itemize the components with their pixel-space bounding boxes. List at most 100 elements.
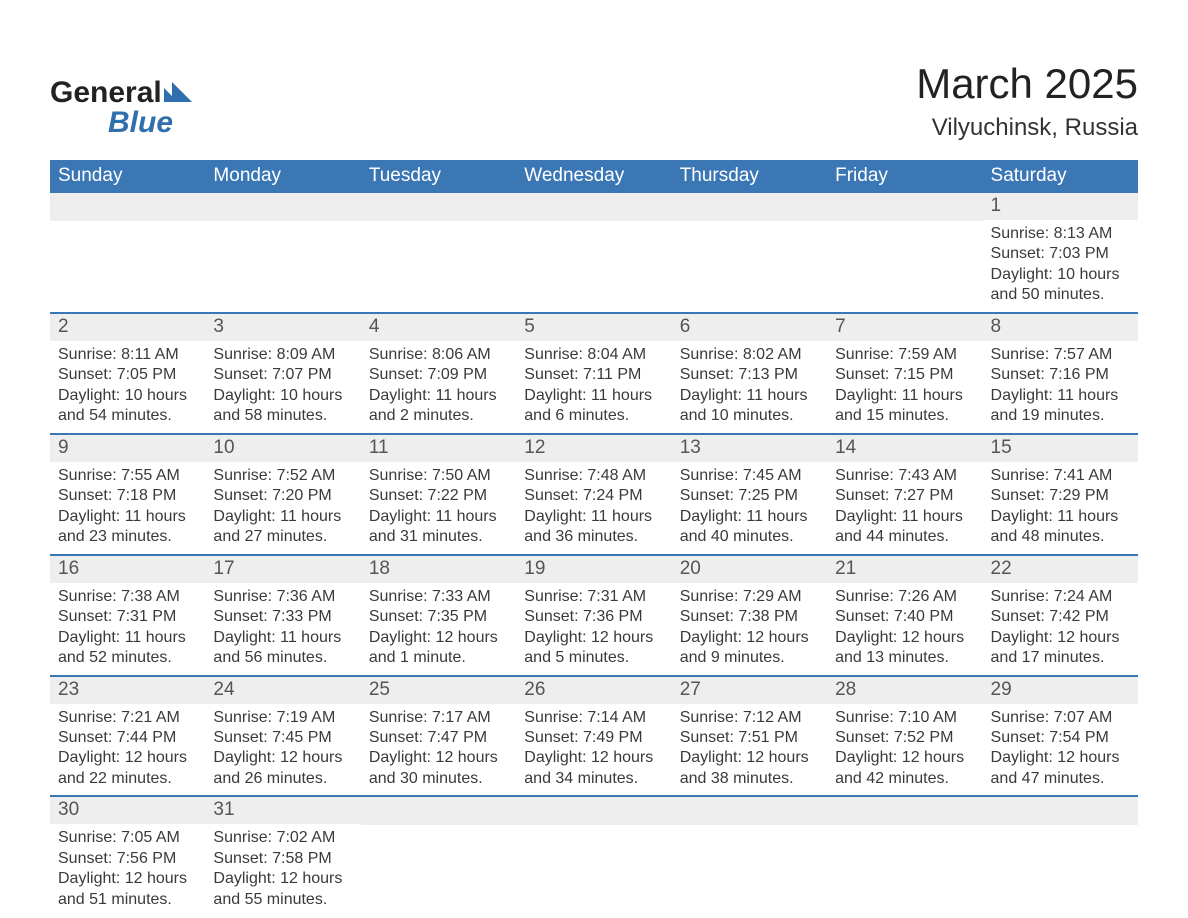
daylight-text: Daylight: 11 hours and 52 minutes. [58, 628, 197, 669]
calendar-table: Sunday Monday Tuesday Wednesday Thursday… [50, 160, 1138, 916]
day-number: 5 [516, 314, 671, 341]
calendar-day-cell: 25Sunrise: 7:17 AMSunset: 7:47 PMDayligh… [361, 676, 516, 797]
sunset-text: Sunset: 7:16 PM [991, 365, 1130, 385]
calendar-day-cell: 1Sunrise: 8:13 AMSunset: 7:03 PMDaylight… [983, 193, 1138, 313]
sunset-text: Sunset: 7:36 PM [524, 607, 663, 627]
daylight-text: Daylight: 10 hours and 54 minutes. [58, 386, 197, 427]
sunrise-text: Sunrise: 7:41 AM [991, 466, 1130, 486]
location: Vilyuchinsk, Russia [916, 114, 1138, 142]
day-details: Sunrise: 7:57 AMSunset: 7:16 PMDaylight:… [983, 341, 1138, 433]
sunrise-text: Sunrise: 8:04 AM [524, 345, 663, 365]
calendar-day-cell: 21Sunrise: 7:26 AMSunset: 7:40 PMDayligh… [827, 555, 982, 676]
calendar-day-cell: 27Sunrise: 7:12 AMSunset: 7:51 PMDayligh… [672, 676, 827, 797]
sunrise-text: Sunrise: 7:48 AM [524, 466, 663, 486]
daylight-text: Daylight: 11 hours and 19 minutes. [991, 386, 1130, 427]
empty-day-header [516, 797, 671, 825]
daylight-text: Daylight: 12 hours and 13 minutes. [835, 628, 974, 669]
sunrise-text: Sunrise: 7:36 AM [213, 587, 352, 607]
day-details: Sunrise: 7:29 AMSunset: 7:38 PMDaylight:… [672, 583, 827, 675]
daylight-text: Daylight: 11 hours and 23 minutes. [58, 507, 197, 548]
sunset-text: Sunset: 7:56 PM [58, 849, 197, 869]
sunrise-text: Sunrise: 7:24 AM [991, 587, 1130, 607]
calendar-day-cell: 30Sunrise: 7:05 AMSunset: 7:56 PMDayligh… [50, 796, 205, 916]
daylight-text: Daylight: 12 hours and 22 minutes. [58, 748, 197, 789]
weekday-header: Thursday [672, 160, 827, 193]
calendar-day-cell: 11Sunrise: 7:50 AMSunset: 7:22 PMDayligh… [361, 434, 516, 555]
sunrise-text: Sunrise: 8:02 AM [680, 345, 819, 365]
sunrise-text: Sunrise: 8:06 AM [369, 345, 508, 365]
calendar-day-cell: 26Sunrise: 7:14 AMSunset: 7:49 PMDayligh… [516, 676, 671, 797]
calendar-empty-cell [361, 193, 516, 313]
day-number: 21 [827, 556, 982, 583]
daylight-text: Daylight: 12 hours and 51 minutes. [58, 869, 197, 910]
sunset-text: Sunset: 7:11 PM [524, 365, 663, 385]
sunrise-text: Sunrise: 7:29 AM [680, 587, 819, 607]
day-number: 26 [516, 677, 671, 704]
daylight-text: Daylight: 11 hours and 31 minutes. [369, 507, 508, 548]
sunset-text: Sunset: 7:27 PM [835, 486, 974, 506]
title-block: March 2025 Vilyuchinsk, Russia [916, 60, 1138, 142]
calendar-week-row: 23Sunrise: 7:21 AMSunset: 7:44 PMDayligh… [50, 676, 1138, 797]
day-number: 12 [516, 435, 671, 462]
day-details: Sunrise: 7:48 AMSunset: 7:24 PMDaylight:… [516, 462, 671, 554]
calendar-empty-cell [50, 193, 205, 313]
sunset-text: Sunset: 7:13 PM [680, 365, 819, 385]
sunset-text: Sunset: 7:44 PM [58, 728, 197, 748]
day-number: 2 [50, 314, 205, 341]
sunrise-text: Sunrise: 7:38 AM [58, 587, 197, 607]
day-details: Sunrise: 7:05 AMSunset: 7:56 PMDaylight:… [50, 824, 205, 916]
day-number: 17 [205, 556, 360, 583]
daylight-text: Daylight: 11 hours and 27 minutes. [213, 507, 352, 548]
calendar-day-cell: 14 Sunrise: 7:43 AMSunset: 7:27 PMDayligh… [827, 434, 982, 555]
day-details: Sunrise: 8:02 AMSunset: 7:13 PMDaylight:… [672, 341, 827, 433]
calendar-day-cell: 28Sunrise: 7:10 AMSunset: 7:52 PMDayligh… [827, 676, 982, 797]
sunset-text: Sunset: 7:24 PM [524, 486, 663, 506]
day-details: Sunrise: 7:45 AMSunset: 7:25 PMDaylight:… [672, 462, 827, 554]
day-number: 7 [827, 314, 982, 341]
sunset-text: Sunset: 7:52 PM [835, 728, 974, 748]
empty-day-header [50, 193, 205, 221]
calendar-empty-cell [672, 796, 827, 916]
day-number: 30 [50, 797, 205, 824]
day-details: Sunrise: 7:07 AMSunset: 7:54 PMDaylight:… [983, 704, 1138, 796]
brand-name: General Blue [50, 78, 192, 138]
sunrise-text: Sunrise: 7:12 AM [680, 708, 819, 728]
weekday-header: Monday [205, 160, 360, 193]
daylight-text: Daylight: 11 hours and 2 minutes. [369, 386, 508, 427]
sunrise-text: Sunrise: 7:52 AM [213, 466, 352, 486]
calendar-empty-cell [827, 796, 982, 916]
day-details: Sunrise: 8:06 AMSunset: 7:09 PMDaylight:… [361, 341, 516, 433]
day-number: 6 [672, 314, 827, 341]
calendar-week-row: 1Sunrise: 8:13 AMSunset: 7:03 PMDaylight… [50, 193, 1138, 313]
day-details: Sunrise: 7:10 AMSunset: 7:52 PMDaylight:… [827, 704, 982, 796]
calendar-empty-cell [983, 796, 1138, 916]
day-number: 14 [827, 435, 982, 462]
day-details: Sunrise: 7:14 AMSunset: 7:49 PMDaylight:… [516, 704, 671, 796]
day-number: 18 [361, 556, 516, 583]
sunrise-text: Sunrise: 7:43 AM [835, 466, 974, 486]
sunset-text: Sunset: 7:40 PM [835, 607, 974, 627]
calendar-empty-cell [516, 193, 671, 313]
calendar-day-cell: 13Sunrise: 7:45 AMSunset: 7:25 PMDayligh… [672, 434, 827, 555]
sunset-text: Sunset: 7:20 PM [213, 486, 352, 506]
day-number: 10 [205, 435, 360, 462]
daylight-text: Daylight: 11 hours and 56 minutes. [213, 628, 352, 669]
calendar-week-row: 9Sunrise: 7:55 AMSunset: 7:18 PMDaylight… [50, 434, 1138, 555]
sunrise-text: Sunrise: 7:31 AM [524, 587, 663, 607]
day-details: Sunrise: 7:12 AMSunset: 7:51 PMDaylight:… [672, 704, 827, 796]
calendar-day-cell: 18Sunrise: 7:33 AMSunset: 7:35 PMDayligh… [361, 555, 516, 676]
day-details: Sunrise: 8:11 AMSunset: 7:05 PMDaylight:… [50, 341, 205, 433]
sunset-text: Sunset: 7:45 PM [213, 728, 352, 748]
flag-icon [164, 78, 192, 108]
sunrise-text: Sunrise: 7:50 AM [369, 466, 508, 486]
calendar-day-cell: 24Sunrise: 7:19 AMSunset: 7:45 PMDayligh… [205, 676, 360, 797]
sunrise-text: Sunrise: 7:10 AM [835, 708, 974, 728]
sunset-text: Sunset: 7:29 PM [991, 486, 1130, 506]
day-details: Sunrise: 7:41 AMSunset: 7:29 PMDaylight:… [983, 462, 1138, 554]
daylight-text: Daylight: 11 hours and 44 minutes. [835, 507, 974, 548]
day-details: Sunrise: 7:17 AMSunset: 7:47 PMDaylight:… [361, 704, 516, 796]
daylight-text: Daylight: 12 hours and 55 minutes. [213, 869, 352, 910]
day-details: Sunrise: 8:04 AMSunset: 7:11 PMDaylight:… [516, 341, 671, 433]
empty-day-header [361, 193, 516, 221]
empty-day-header [205, 193, 360, 221]
